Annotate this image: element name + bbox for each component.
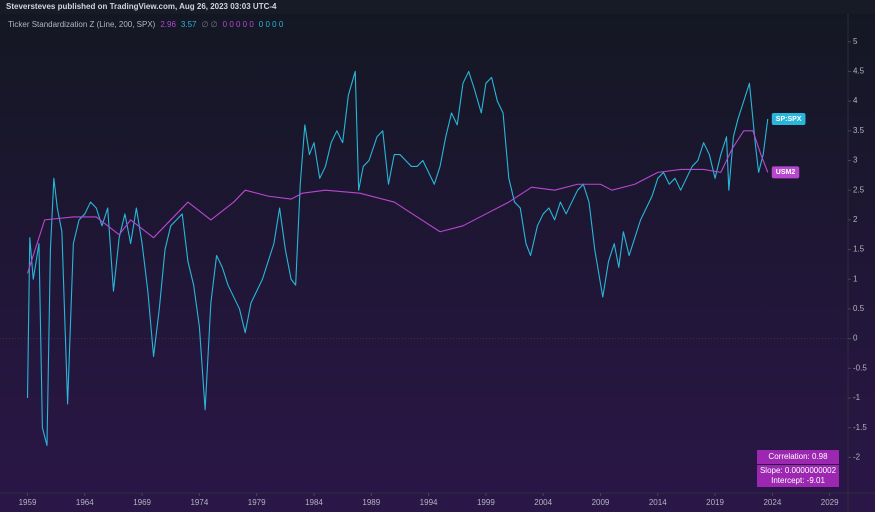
legend-value: 0 0 0 0 0 bbox=[223, 20, 255, 29]
y-tick-label: 2.5 bbox=[853, 185, 865, 194]
x-tick-label: 2004 bbox=[534, 498, 552, 507]
x-tick-label: 1969 bbox=[133, 498, 151, 507]
legend-value: 2.96 bbox=[160, 20, 176, 29]
y-tick-label: -1.5 bbox=[853, 423, 867, 432]
header-bar bbox=[0, 0, 875, 14]
y-tick-label: -0.5 bbox=[853, 363, 867, 372]
x-tick-label: 1984 bbox=[305, 498, 323, 507]
x-tick-label: 2009 bbox=[592, 498, 610, 507]
series-name: SP:SPX bbox=[776, 116, 802, 123]
x-tick-label: 2019 bbox=[706, 498, 724, 507]
y-tick-label: 1 bbox=[853, 274, 858, 283]
series-end-box bbox=[771, 112, 806, 125]
x-tick-label: 1989 bbox=[362, 498, 380, 507]
x-tick-label: 1999 bbox=[477, 498, 495, 507]
y-tick-label: -2 bbox=[853, 452, 861, 461]
stats-box bbox=[757, 465, 839, 487]
legend-value: 0 0 0 0 bbox=[259, 20, 284, 29]
x-tick-label: 2024 bbox=[763, 498, 781, 507]
series-end-box bbox=[771, 166, 800, 179]
header: Steversteves published on TradingView.co… bbox=[6, 2, 277, 11]
x-tick-label: 1974 bbox=[190, 498, 208, 507]
x-tick-label: 1964 bbox=[76, 498, 94, 507]
x-tick-label: 1994 bbox=[420, 498, 438, 507]
stats-text: Slope: 0.0000000002 bbox=[760, 466, 837, 475]
x-tick-label: 1959 bbox=[19, 498, 37, 507]
stats-text: Intercept: -9.01 bbox=[771, 476, 825, 485]
legend-label: Ticker Standardization Z (Line, 200, SPX… bbox=[8, 20, 156, 29]
series-end-label: USM2 bbox=[771, 166, 800, 179]
stats-box bbox=[757, 450, 839, 464]
legend-value: 3.57 bbox=[181, 20, 197, 29]
x-tick-label: 1979 bbox=[248, 498, 266, 507]
stats-text: Correlation: 0.98 bbox=[768, 452, 828, 461]
x-tick-label: 2029 bbox=[821, 498, 839, 507]
y-tick-label: 0 bbox=[853, 334, 858, 343]
legend-value: ∅ ∅ bbox=[201, 20, 217, 29]
y-tick-label: 4 bbox=[853, 96, 858, 105]
y-tick-label: 3 bbox=[853, 156, 858, 165]
y-tick-label: 2 bbox=[853, 215, 858, 224]
x-tick-label: 2014 bbox=[649, 498, 667, 507]
series-line bbox=[26, 130, 769, 274]
y-tick-label: 3.5 bbox=[853, 126, 865, 135]
y-tick-label: 5 bbox=[853, 37, 858, 46]
legend: Ticker Standardization Z (Line, 200, SPX… bbox=[8, 20, 284, 29]
series-line bbox=[26, 70, 769, 447]
series-name: USM2 bbox=[776, 169, 796, 176]
y-tick-label: 1.5 bbox=[853, 245, 865, 254]
y-tick-label: 0.5 bbox=[853, 304, 865, 313]
y-tick-label: 4.5 bbox=[853, 67, 865, 76]
y-tick-label: -1 bbox=[853, 393, 861, 402]
series-end-label: SP:SPX bbox=[771, 112, 806, 125]
